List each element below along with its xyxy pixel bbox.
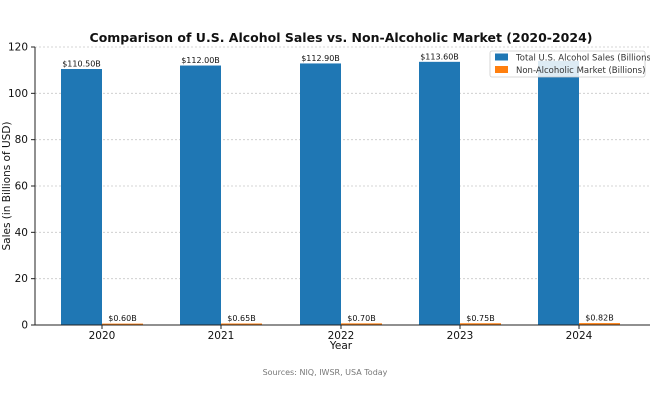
x-tick-label: 2022 xyxy=(328,330,355,342)
bar-alcohol-2024 xyxy=(538,60,579,326)
bar-alcohol-2020 xyxy=(61,69,102,325)
bar-non-alcoholic-2023 xyxy=(460,323,501,325)
y-tick-label: 100 xyxy=(8,88,28,100)
data-label: $0.75B xyxy=(466,314,494,323)
x-tick-label: 2023 xyxy=(447,330,474,342)
x-axis-label: Year xyxy=(329,340,353,352)
bar-non-alcoholic-2022 xyxy=(341,323,382,325)
bar-non-alcoholic-2021 xyxy=(221,323,262,325)
data-label: $0.82B xyxy=(585,314,613,323)
data-labels: $110.50B $112.00B $112.90B $113.60B $0.60B $0… xyxy=(62,52,613,323)
x-tick-label: 2021 xyxy=(208,330,235,342)
chart-title: Comparison of U.S. Alcohol Sales vs. Non… xyxy=(90,30,593,45)
legend-swatch-alcohol xyxy=(495,53,508,61)
x-ticks: 2020 2021 2022 2023 2024 xyxy=(89,325,593,342)
data-label: $0.70B xyxy=(347,314,375,323)
bar-alcohol-2021 xyxy=(180,65,221,326)
y-tick-label: 120 xyxy=(8,42,28,54)
legend-label-non-alcoholic: Non-Alcoholic Market (Billions) xyxy=(516,66,645,76)
y-axis-label: Sales (in Billions of USD) xyxy=(1,121,13,250)
data-label: $0.65B xyxy=(227,314,255,323)
x-tick-label: 2024 xyxy=(566,330,593,342)
y-tick-label: 40 xyxy=(15,227,28,239)
legend: Total U.S. Alcohol Sales (Billions) Non-… xyxy=(489,50,650,78)
bar-non-alcoholic-2024 xyxy=(579,323,620,325)
y-tick-label: 60 xyxy=(15,181,28,193)
data-label: $112.90B xyxy=(301,54,340,63)
legend-swatch-non-alcoholic xyxy=(495,66,508,73)
data-label: $110.50B xyxy=(62,60,101,69)
data-label: $0.60B xyxy=(108,314,136,323)
bar-alcohol-2023 xyxy=(419,61,460,326)
legend-label-alcohol: Total U.S. Alcohol Sales (Billions) xyxy=(515,54,650,64)
x-tick-label: 2020 xyxy=(89,330,116,342)
data-label: $113.60B xyxy=(420,52,459,61)
legend-frame xyxy=(489,50,646,78)
bar-non-alcoholic-2020 xyxy=(102,323,143,325)
bar-alcohol-2022 xyxy=(300,63,341,325)
y-ticks: 0 20 40 60 80 100 120 xyxy=(8,42,35,332)
source-note: Sources: NIQ, IWSR, USA Today xyxy=(263,368,388,377)
data-label: $112.00B xyxy=(181,56,220,65)
y-tick-label: 80 xyxy=(15,134,28,146)
y-tick-label: 20 xyxy=(15,273,28,285)
bars xyxy=(61,60,620,326)
y-tick-label: 0 xyxy=(21,320,28,332)
